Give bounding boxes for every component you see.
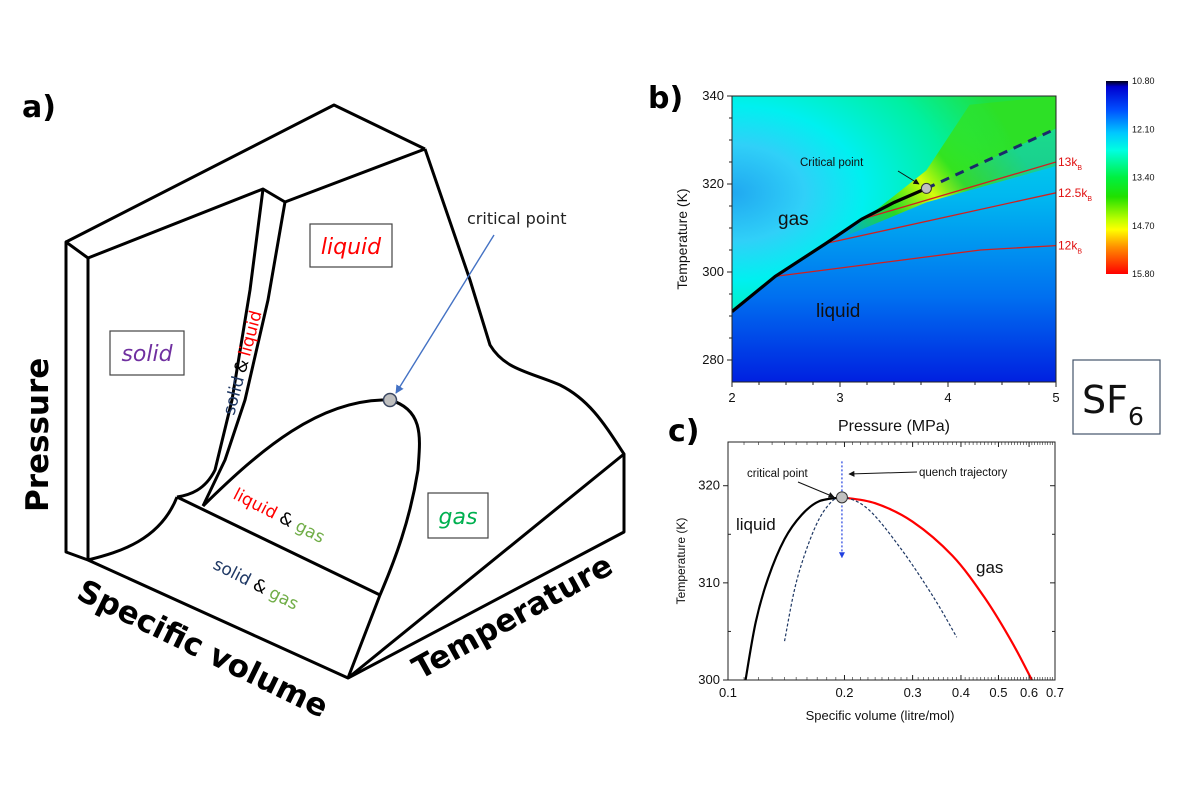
critical-point-label-c: critical point (747, 468, 809, 480)
critical-point-marker-a (382, 392, 398, 408)
panel-c-line-chart: c) critical point quench trajectory liqu… (668, 414, 1064, 723)
axis-ticks-b: 2 3 4 5 280 300 320 340 (702, 88, 1059, 405)
plot-frame-c (727, 441, 1056, 681)
panel-a-label: a) (22, 90, 56, 125)
liquid-region-label-b: liquid (816, 301, 860, 322)
x-tick-label: 4 (944, 390, 951, 405)
right-outline (87, 148, 626, 680)
isoline-12.5k_B (825, 192, 1056, 245)
critical-point-label-b: Critical point (800, 157, 864, 169)
y-tick-label: 320 (698, 478, 720, 493)
y-tick-label: 320 (702, 176, 724, 191)
x-axis-label-c: Specific volume (litre/mol) (806, 708, 955, 723)
critical-point-arrow (395, 234, 495, 394)
isoline-12k_B (775, 244, 1056, 278)
critical-point-marker-b (920, 182, 932, 194)
x-tick-label: 0.7 (1046, 685, 1064, 700)
isoline-label: 12.5kB (1058, 186, 1092, 203)
colorbar-tick-label: 15.80 (1132, 269, 1155, 279)
triple-line (176, 495, 381, 597)
panel-b-heatmap: b) Critical point gas liquid 2 3 4 5 280 300 3… (648, 76, 1155, 435)
solid-bottom-curve (87, 496, 179, 562)
series-gas-binodal (841, 496, 1033, 680)
x-tick-label: 0.5 (989, 685, 1007, 700)
widom-line-dashed (925, 129, 1052, 190)
colorbar-tick-label: 10.80 (1132, 76, 1155, 86)
top-back-edge (65, 103, 426, 244)
x-tick-label: 0.1 (719, 685, 737, 700)
y-tick-label: 300 (702, 264, 724, 279)
gas-phase-label: gas (439, 505, 478, 530)
surface-outline (64, 103, 626, 680)
critical-point-label-a: critical point (467, 209, 566, 228)
left-edge-face (64, 240, 90, 562)
x-tick-label: 3 (836, 390, 843, 405)
solid-phase-label: solid (121, 342, 173, 367)
quench-trajectory-label: quench trajectory (919, 467, 1007, 479)
critical-point-arrow-b (897, 170, 920, 185)
series-c (744, 496, 1033, 680)
y-tick-label: 280 (702, 352, 724, 367)
isoline-labels: 13kB 12.5kB 12kB (1058, 155, 1092, 256)
solid-box: solid (109, 330, 185, 376)
gas-region-label-c: gas (976, 558, 1003, 577)
colorbar-tick-label: 12.10 (1132, 124, 1155, 134)
series-liquid-binodal (744, 496, 843, 680)
y-tick-label: 340 (702, 88, 724, 103)
liquid-box: liquid (309, 223, 393, 268)
pressure-axis-label: Pressure (20, 358, 56, 512)
x-tick-label: 5 (1052, 390, 1059, 405)
liquid-phase-label: liquid (321, 235, 382, 260)
x-axis-label-b: Pressure (MPa) (838, 418, 950, 435)
heatmap-background (732, 96, 1056, 382)
solid-gas-mix-label: solid&gas (210, 555, 302, 615)
liquid-gas-mix-label: liquid&gas (230, 485, 328, 548)
critical-point-marker-c (835, 491, 848, 504)
colorbar-tick-label: 13.40 (1132, 173, 1155, 183)
isoline-label: 13kB (1058, 155, 1082, 172)
series-spinodal (783, 496, 958, 642)
panel-b-label: b) (648, 81, 683, 116)
colorbar-tick-label: 14.70 (1132, 221, 1155, 231)
y-tick-label: 300 (698, 672, 720, 687)
coexistence-dome (201, 398, 421, 679)
isoline-13k_B (861, 161, 1056, 220)
gas-box: gas (427, 492, 489, 539)
solid-liquid-left-edge (176, 188, 265, 499)
gas-region-label-b: gas (778, 209, 809, 230)
colorbar-ticks: 10.80 12.10 13.40 14.70 15.80 (1132, 76, 1155, 279)
x-tick-label: 0.3 (904, 685, 922, 700)
top-front-edge (87, 147, 426, 260)
y-axis-label-c: Temperature (K) (674, 518, 688, 605)
solid-liquid-right-edge (201, 201, 287, 507)
substance-box: SF6 (1072, 359, 1161, 435)
liquid-region-label-c: liquid (736, 515, 776, 534)
axis-ticks-c: 0.1 0.2 0.3 0.4 0.5 0.6 0.7 300 310 320 (698, 442, 1064, 700)
panel-a-3d-phase-diagram: a) critical point s (20, 90, 626, 725)
substance-formula: SF6 (1082, 378, 1144, 431)
panel-c-label: c) (668, 414, 700, 449)
isoline-label: 12kB (1058, 239, 1082, 256)
x-tick-label: 0.6 (1020, 685, 1038, 700)
solid-liquid-mix-label: solid&liquid (220, 308, 267, 417)
y-axis-label-b: Temperature (K) (674, 188, 690, 289)
colorbar (1106, 81, 1128, 274)
x-tick-label: 2 (728, 390, 735, 405)
quench-label-arrow (848, 470, 918, 477)
critical-point-arrow-c (797, 481, 835, 498)
gas-face-edge (347, 452, 625, 680)
x-tick-label: 0.2 (835, 685, 853, 700)
coexistence-line (732, 186, 928, 313)
y-tick-label: 310 (698, 575, 720, 590)
x-tick-label: 0.4 (952, 685, 970, 700)
temperature-axis-label: Temperature (406, 547, 618, 687)
